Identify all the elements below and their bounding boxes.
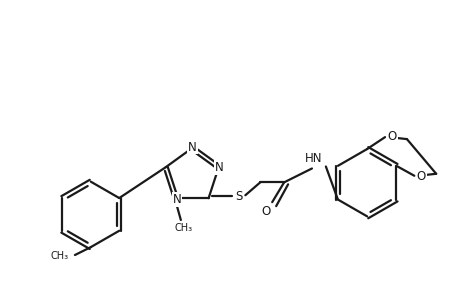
Text: N: N xyxy=(187,140,196,154)
Text: CH₃: CH₃ xyxy=(51,251,69,261)
Text: CH₃: CH₃ xyxy=(174,223,192,233)
Text: HN: HN xyxy=(304,152,322,165)
Text: O: O xyxy=(261,205,270,218)
Text: O: O xyxy=(386,130,396,142)
Text: N: N xyxy=(172,193,181,206)
Text: O: O xyxy=(416,170,425,183)
Text: S: S xyxy=(235,190,242,203)
Text: N: N xyxy=(215,161,224,174)
